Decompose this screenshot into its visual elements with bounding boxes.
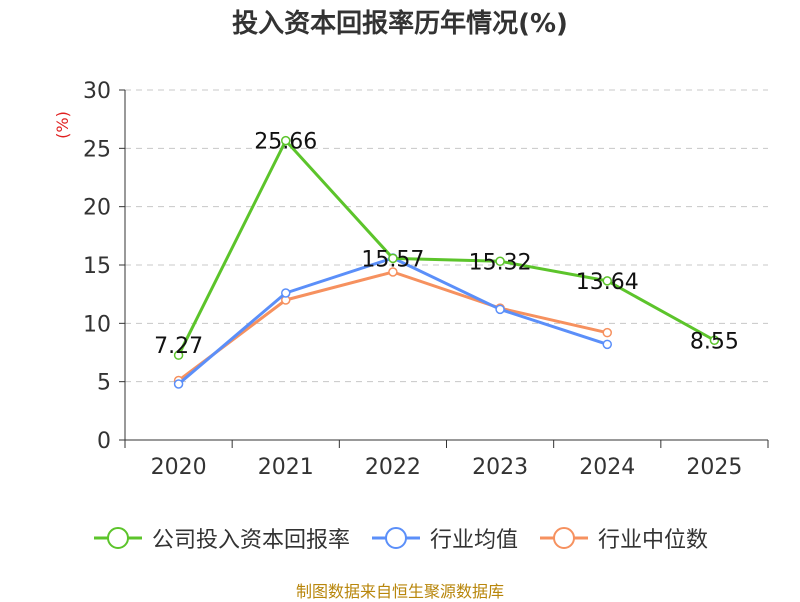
- legend-label-industry-mean: 行业均值: [429, 528, 518, 553]
- series-1-point-2023: [495, 304, 505, 315]
- legend-marker-company: [93, 527, 142, 549]
- series-0-point-2022: [388, 253, 398, 264]
- legend-label-industry-median: 行业中位数: [598, 528, 709, 553]
- x-tick-label-2025: 2025: [686, 455, 742, 480]
- series-2-point-2024: [602, 327, 612, 338]
- data-source-note: 制图数据来自恒生聚源数据库: [295, 582, 504, 601]
- series-1-point-2024: [602, 339, 612, 350]
- series-0-point-2020: [173, 350, 184, 360]
- series-0-point-2025: [709, 335, 720, 345]
- legend-label-company: 公司投入资本回报率: [151, 528, 350, 553]
- x-tick-label-2021: 2021: [258, 455, 314, 480]
- y-tick-label-30: 30: [83, 79, 111, 104]
- legend-dot-company: [106, 527, 129, 549]
- series-1-point-2020: [173, 379, 184, 389]
- x-tick-label-2024: 2024: [579, 455, 635, 480]
- series-1-point-2021: [281, 288, 291, 298]
- y-tick-label-20: 20: [83, 196, 111, 221]
- y-tick-label-5: 5: [97, 371, 111, 396]
- series-0-point-2023: [495, 256, 505, 267]
- x-tick-label-2022: 2022: [365, 455, 421, 480]
- data-label-2022: 15.57: [361, 247, 424, 272]
- series-line-0: [177, 139, 716, 356]
- data-label-2024: 13.64: [576, 270, 639, 295]
- y-tick-label-10: 10: [83, 312, 111, 337]
- chart-title: 投入资本回报率历年情况(%): [232, 9, 568, 39]
- y-tick-label-15: 15: [83, 254, 111, 279]
- series-2-point-2022: [388, 267, 398, 277]
- legend-item-industry-mean[interactable]: 行业均值: [370, 522, 518, 554]
- x-tick-label-2020: 2020: [151, 455, 207, 480]
- legend-item-company[interactable]: 公司投入资本回报率: [92, 522, 350, 554]
- series-line-2: [177, 270, 608, 382]
- series-line-1: [177, 256, 608, 386]
- series-0-point-2024: [602, 276, 612, 286]
- series-0-point-2021: [281, 135, 291, 146]
- legend-marker-industry-median: [540, 527, 588, 549]
- data-label-2023: 15.32: [469, 250, 532, 275]
- legend-item-industry-median[interactable]: 行业中位数: [538, 522, 708, 554]
- legend-dot-industry-median: [553, 527, 575, 549]
- legend-dot-industry-mean: [384, 527, 407, 549]
- legend-marker-industry-mean: [371, 527, 420, 549]
- x-tick-label-2023: 2023: [472, 455, 528, 480]
- chart-legend: 公司投入资本回报率 行业均值 行业中位数: [0, 518, 800, 558]
- data-label-2025: 8.55: [690, 329, 739, 354]
- y-tick-label-0: 0: [97, 429, 111, 454]
- y-tick-label-25: 25: [83, 137, 111, 162]
- data-label-2020: 7.27: [154, 334, 203, 359]
- y-axis-label: (%): [53, 111, 72, 139]
- data-label-2021: 25.66: [254, 130, 317, 155]
